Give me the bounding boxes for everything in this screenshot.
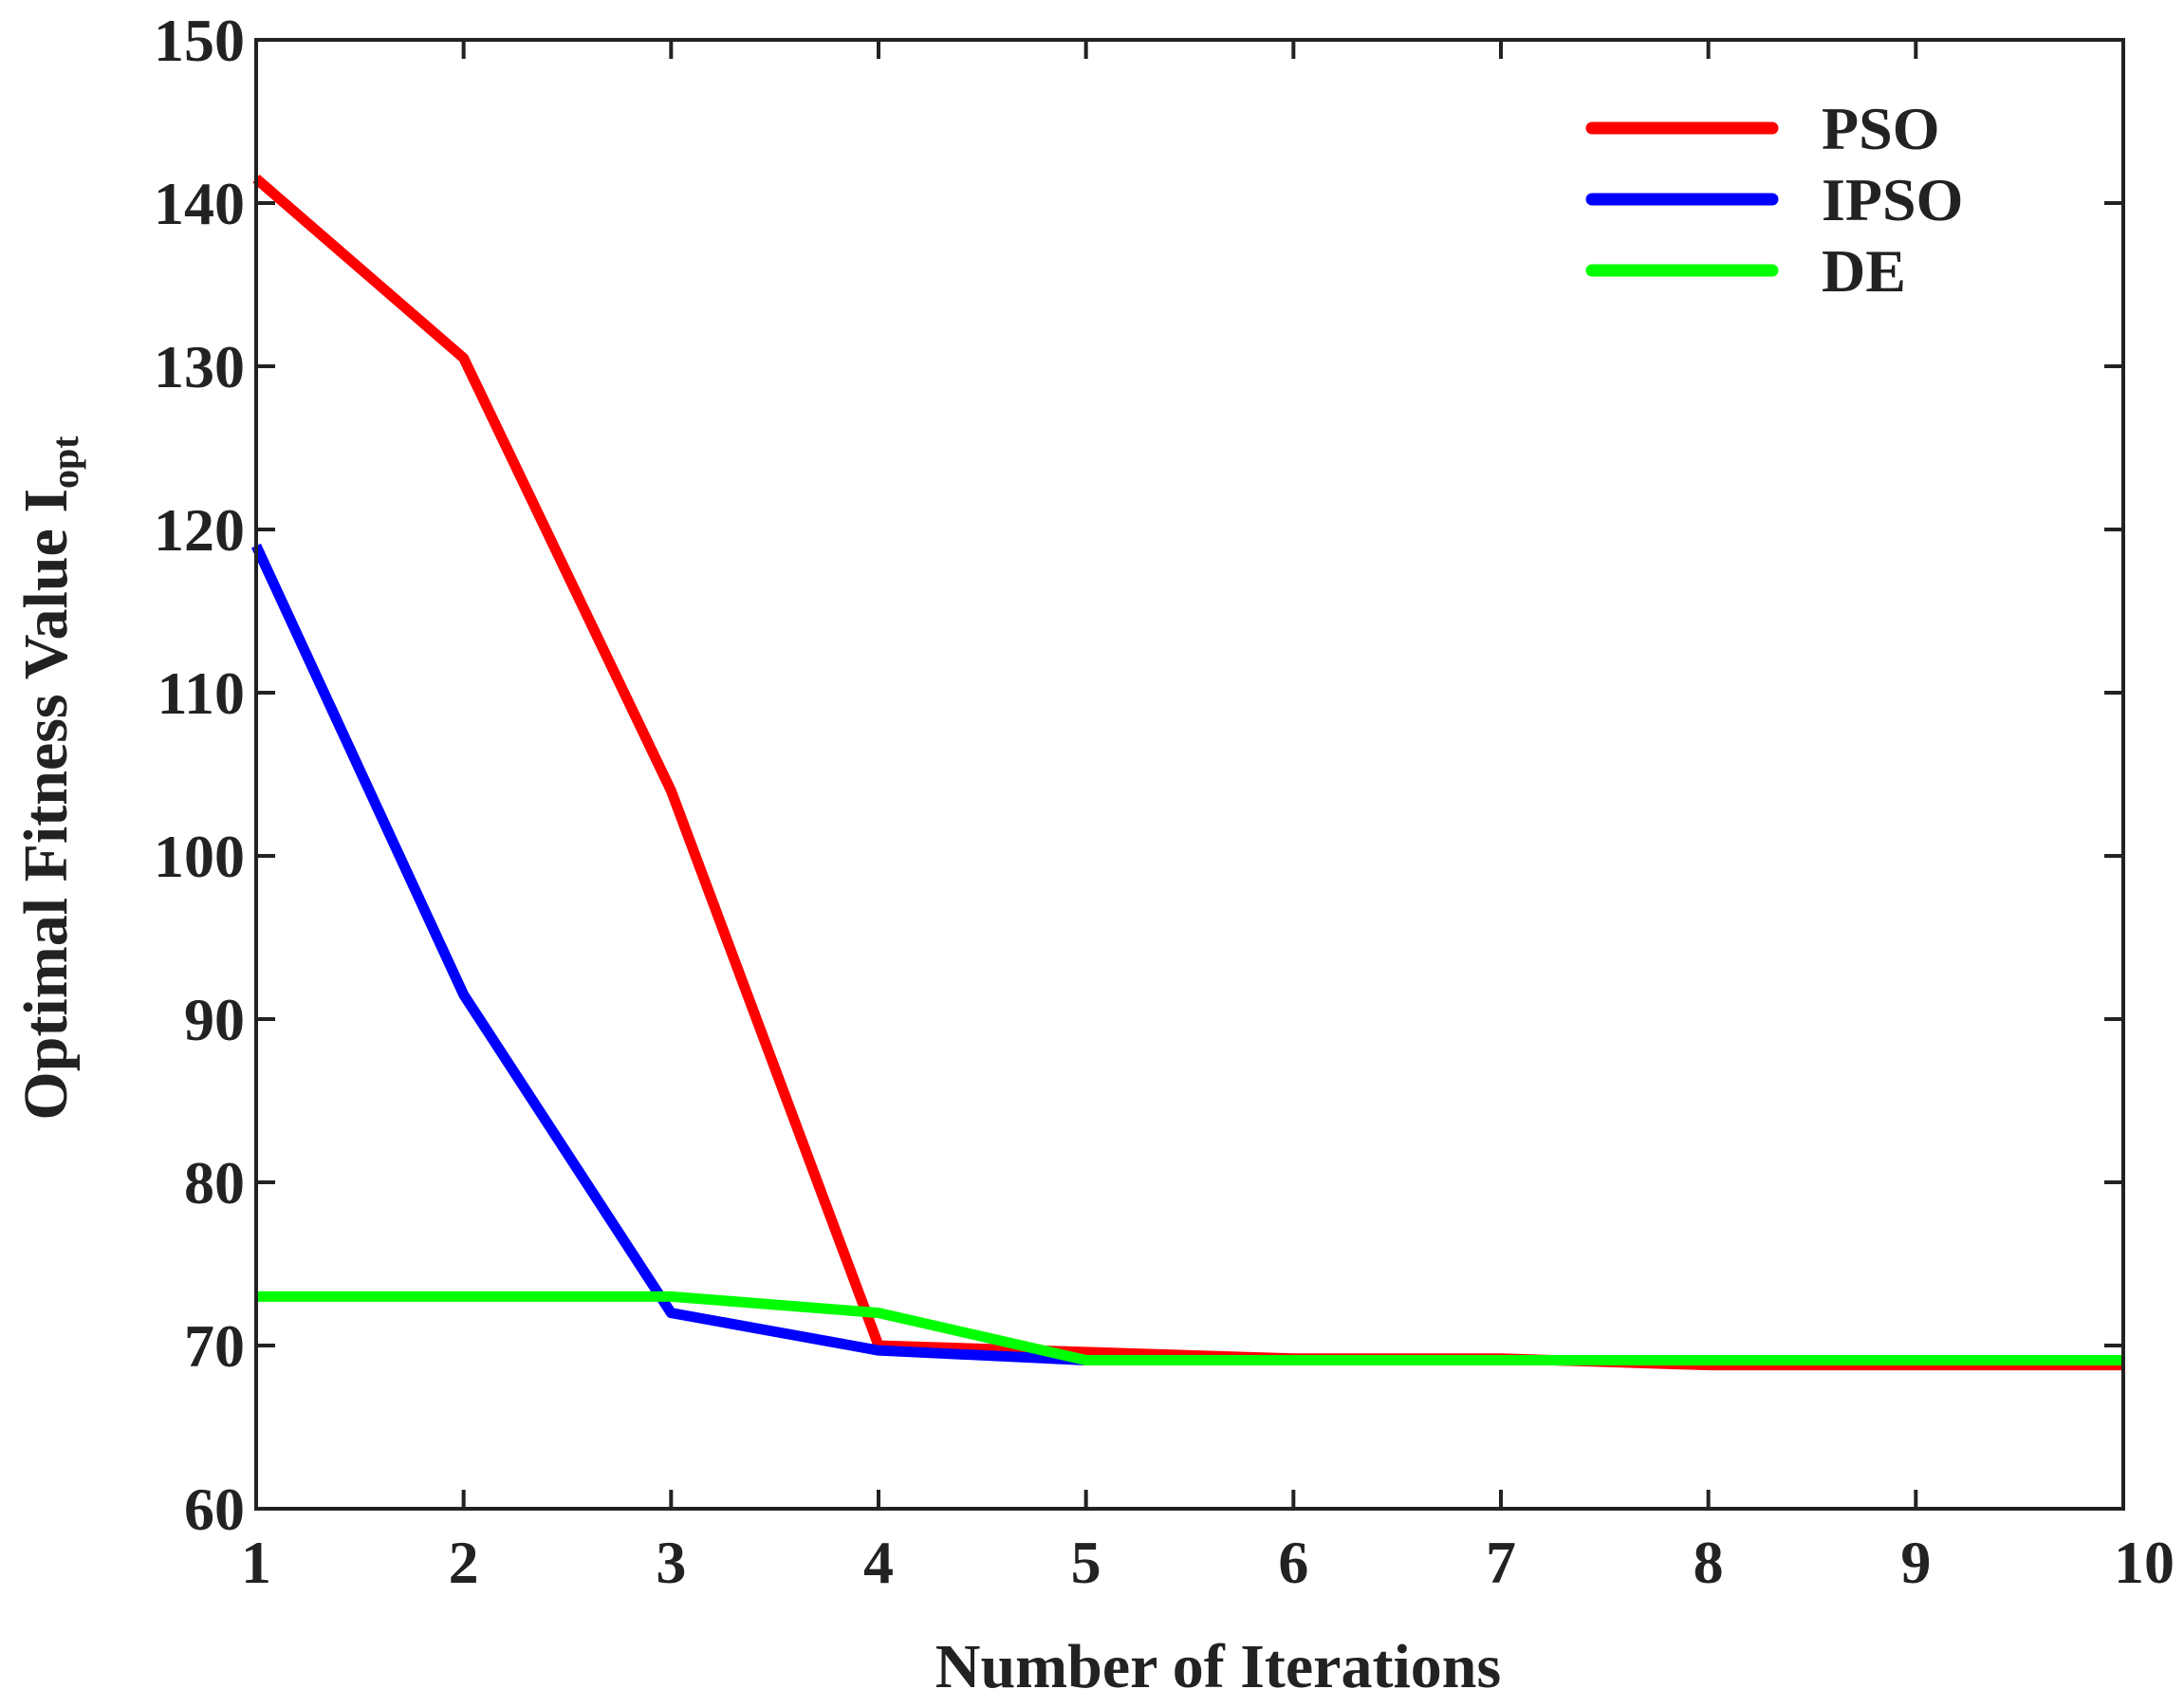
plot-area [256, 40, 2123, 1509]
x-tick-label: 8 [1694, 1529, 1724, 1596]
series-line-de [256, 1290, 2123, 1365]
y-tick-label: 60 [184, 1476, 245, 1543]
x-tick-label: 10 [2114, 1529, 2175, 1596]
plot-frame [254, 38, 2125, 1511]
x-tick-label: 2 [449, 1529, 479, 1596]
legend-label-pso: PSO [1822, 95, 1939, 162]
y-axis: 60 70 80 90 100 110 120 130 140 150 [154, 7, 2123, 1543]
y-axis-title: Optimal Fitness Value Iopt [11, 436, 86, 1121]
x-tick-label: 1 [241, 1529, 271, 1596]
y-tick-label: 80 [184, 1149, 245, 1216]
y-tick-label: 130 [154, 333, 245, 400]
x-tick-label: 6 [1278, 1529, 1308, 1596]
y-axis-title-subscript: opt [44, 436, 86, 489]
y-tick-label: 100 [154, 823, 245, 890]
x-axis: 1 2 3 4 5 6 7 8 9 10 [241, 40, 2175, 1596]
y-tick-label: 110 [157, 659, 245, 727]
y-tick-label: 140 [154, 170, 245, 237]
x-tick-label: 7 [1486, 1529, 1516, 1596]
y-tick-label: 120 [154, 496, 245, 564]
x-tick-label: 9 [1900, 1529, 1931, 1596]
x-tick-label: 3 [656, 1529, 686, 1596]
x-tick-label: 4 [863, 1529, 894, 1596]
plot-background [256, 40, 2123, 1509]
legend-label-de: DE [1822, 237, 1906, 305]
legend-label-ipso: IPSO [1822, 166, 1963, 233]
y-tick-label: 150 [154, 7, 245, 74]
series-layer [251, 175, 2123, 1371]
y-tick-label: 90 [184, 986, 245, 1053]
x-tick-label: 5 [1071, 1529, 1101, 1596]
y-tick-label: 70 [184, 1312, 245, 1380]
plot-border [254, 38, 2125, 1511]
y-axis-title-main: Optimal Fitness Value I [11, 489, 81, 1121]
x-axis-title: Number of Iterations [935, 1632, 1501, 1701]
